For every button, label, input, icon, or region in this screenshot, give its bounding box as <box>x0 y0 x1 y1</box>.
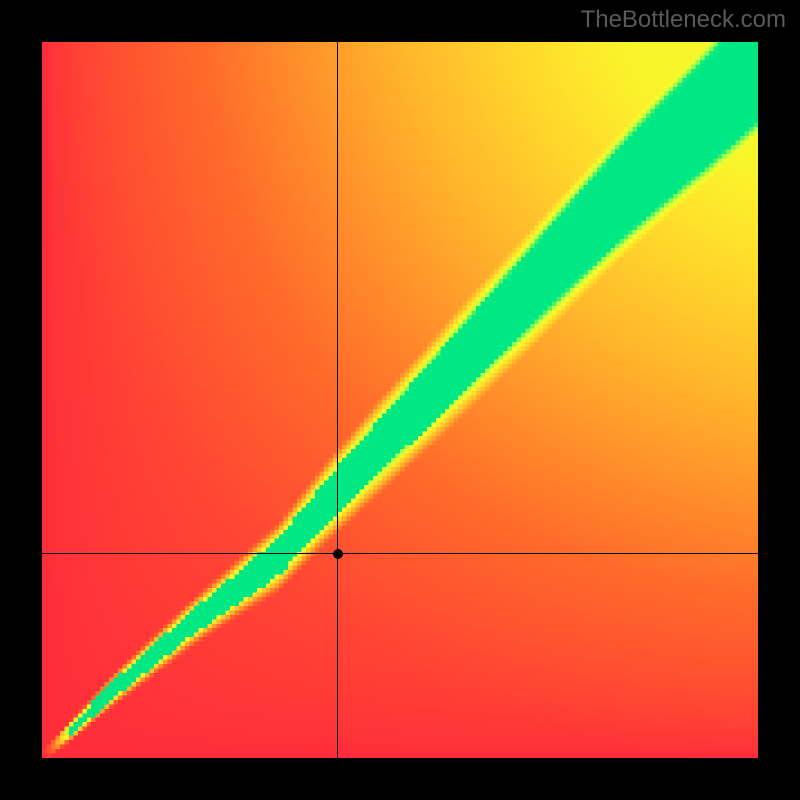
bottleneck-chart: TheBottleneck.com <box>0 0 800 800</box>
crosshair-vertical <box>337 42 338 758</box>
crosshair-horizontal <box>42 553 758 554</box>
watermark-text: TheBottleneck.com <box>581 6 786 34</box>
heatmap-canvas <box>42 42 758 758</box>
data-point-marker <box>333 549 343 559</box>
